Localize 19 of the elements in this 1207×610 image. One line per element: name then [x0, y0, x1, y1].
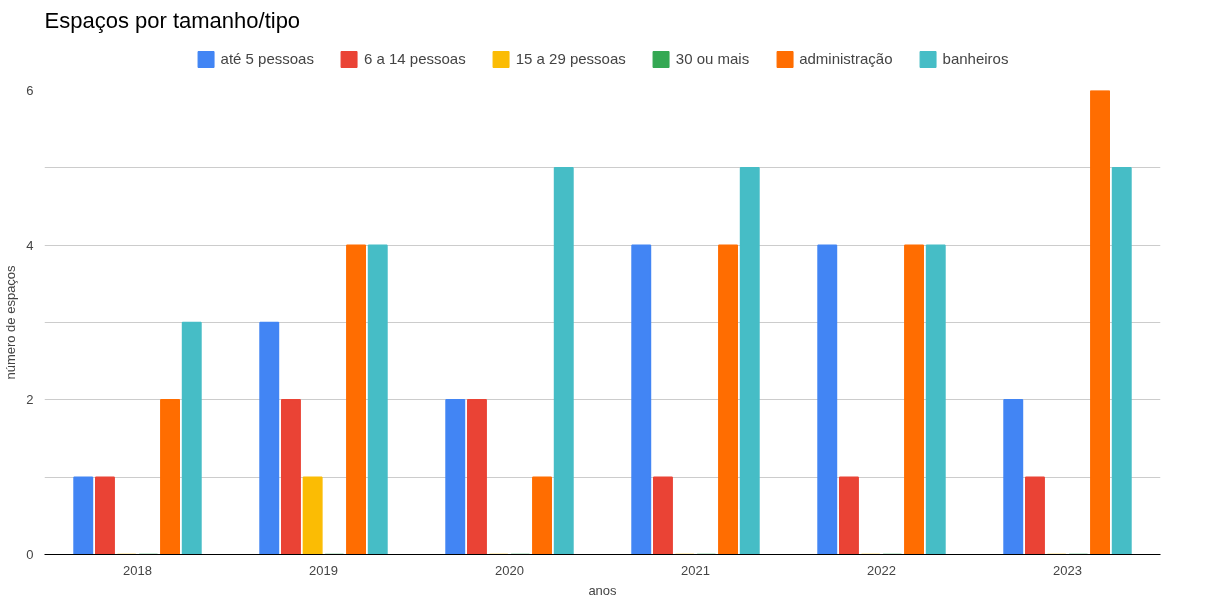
x-tick-label: 2021: [681, 562, 710, 578]
y-axis-title: número de espaços: [3, 264, 19, 380]
legend-label: 6 a 14 pessoas: [363, 50, 466, 67]
legend-label: 15 a 29 pessoas: [515, 50, 626, 67]
legend-label: até 5 pessoas: [220, 50, 314, 67]
x-axis-title: anos: [588, 582, 618, 598]
y-tick-label: 4: [26, 237, 34, 253]
chart-title: Espaços por tamanho/tipo: [44, 7, 301, 33]
x-tick-label: 2018: [123, 562, 152, 578]
x-tick-label: 2019: [309, 562, 338, 578]
x-tick-label: 2023: [1053, 562, 1082, 578]
y-tick-label: 6: [26, 83, 34, 98]
x-tick-label: 2022: [867, 562, 896, 578]
y-tick-label: 2: [26, 392, 34, 408]
legend-label: administração: [799, 50, 893, 67]
legend-label: 30 ou mais: [675, 50, 750, 67]
x-tick-label: 2020: [495, 562, 524, 578]
legend-label: banheiros: [942, 50, 1009, 67]
y-tick-label: 0: [26, 547, 34, 562]
